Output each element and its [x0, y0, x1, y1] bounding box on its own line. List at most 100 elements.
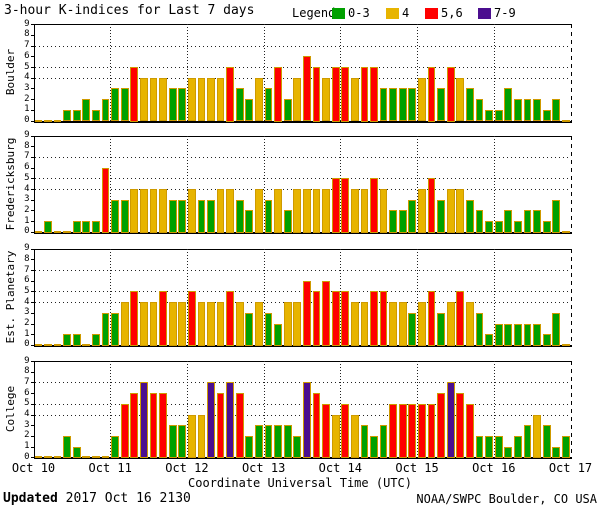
legend-label: Legend: — [292, 6, 343, 20]
day-gridline — [493, 24, 495, 121]
y-tick — [30, 120, 34, 122]
k-index-bar — [53, 343, 62, 346]
k-index-bar — [120, 199, 129, 233]
y-tick — [30, 156, 34, 158]
x-tick-label: Oct 16 — [472, 461, 516, 475]
y-tick-label: 8 — [24, 366, 30, 377]
y-tick-label: 0 — [24, 226, 30, 237]
k-index-bar — [264, 425, 273, 459]
legend-item-label: 0-3 — [348, 6, 370, 20]
k-index-bar — [475, 99, 484, 122]
k-index-bar — [475, 435, 484, 459]
k-index-bar — [82, 343, 91, 346]
k-index-bar — [494, 323, 503, 346]
x-tick-label: Oct 17 — [548, 461, 593, 475]
k-index-bar — [322, 77, 330, 122]
k-index-bar — [513, 435, 522, 459]
y-tick-label: 8 — [24, 253, 30, 264]
k-index-bar — [235, 302, 244, 346]
panel-right-border — [570, 248, 572, 345]
k-index-bar — [187, 77, 196, 122]
day-gridline — [340, 248, 342, 345]
y-tick-label: 5 — [24, 172, 30, 183]
y-tick — [30, 56, 34, 58]
k-index-bar — [379, 88, 388, 122]
k-index-bar — [437, 393, 446, 459]
k-index-bar — [264, 199, 273, 233]
day-gridline — [263, 135, 265, 232]
y-tick-label: 1 — [24, 104, 30, 115]
k-index-bar — [92, 334, 100, 346]
k-index-bar — [63, 109, 72, 122]
k-index-bar — [130, 67, 139, 122]
y-tick-label: 9 — [24, 130, 30, 140]
k-index-bar — [331, 178, 340, 233]
k-index-bar — [82, 221, 91, 233]
day-gridline — [110, 135, 112, 232]
k-index-bar — [513, 323, 522, 346]
day-gridline — [417, 135, 419, 232]
k-index-bar — [398, 210, 407, 233]
k-index-bar — [235, 393, 244, 459]
k-threshold-gridline — [34, 156, 571, 158]
y-tick-label: 0 — [24, 451, 30, 462]
panel-left-axis — [33, 135, 35, 232]
y-tick — [30, 34, 34, 36]
k-index-bar — [149, 77, 158, 122]
k-index-bar — [494, 109, 503, 122]
k-index-bar — [379, 291, 388, 346]
y-tick — [30, 312, 34, 314]
day-gridline — [263, 24, 265, 121]
k-index-bar — [159, 291, 167, 346]
y-tick-label: 4 — [24, 409, 30, 419]
k-index-bar — [149, 393, 158, 459]
y-tick — [30, 99, 34, 101]
k-index-bar — [207, 302, 215, 346]
k-index-bar — [111, 435, 119, 459]
k-index-bar — [303, 56, 311, 122]
panel-top-border — [33, 248, 572, 250]
x-tick-label: Oct 10 — [11, 461, 56, 475]
k-index-bar — [494, 221, 503, 233]
k-index-bar — [92, 221, 100, 233]
y-tick-label: 6 — [24, 50, 30, 61]
panel-bottom-axis — [33, 120, 572, 123]
k-index-bar — [303, 382, 311, 459]
k-index-bar — [533, 99, 541, 122]
k-index-bar — [341, 291, 350, 346]
k-index-bar — [408, 88, 417, 122]
k-index-bar — [235, 199, 244, 233]
k-index-bar — [120, 403, 129, 459]
k-index-bar — [139, 77, 148, 122]
k-index-bar — [226, 189, 235, 233]
day-gridline — [263, 361, 265, 458]
k-index-bar — [523, 425, 532, 459]
k-index-bar — [216, 189, 225, 233]
k-index-bar — [552, 99, 561, 122]
y-tick-label: 9 — [24, 18, 30, 29]
k-index-bar — [293, 77, 302, 122]
k-threshold-gridline — [34, 189, 571, 190]
k-index-bar — [168, 199, 177, 233]
k-index-bar — [504, 88, 513, 122]
k-index-bar — [379, 189, 388, 233]
k-index-bar — [561, 230, 570, 233]
k-index-bar — [360, 302, 369, 346]
y-tick — [30, 259, 34, 261]
k-index-bar — [187, 189, 196, 233]
k-index-bar — [92, 456, 100, 459]
day-gridline — [186, 24, 188, 121]
k-index-bar — [53, 230, 62, 233]
y-tick-label: 0 — [24, 115, 30, 125]
k-index-bar — [293, 302, 302, 346]
k-index-bar — [312, 189, 321, 233]
k-index-bar — [207, 199, 215, 233]
y-tick — [30, 425, 34, 427]
k-index-bar — [130, 393, 139, 459]
k-index-bar — [303, 280, 311, 346]
k-index-bar — [350, 77, 359, 122]
k-index-bar — [504, 210, 513, 233]
k-index-bar — [350, 189, 359, 233]
k-index-bar — [63, 230, 72, 233]
k-index-bar — [561, 119, 570, 122]
